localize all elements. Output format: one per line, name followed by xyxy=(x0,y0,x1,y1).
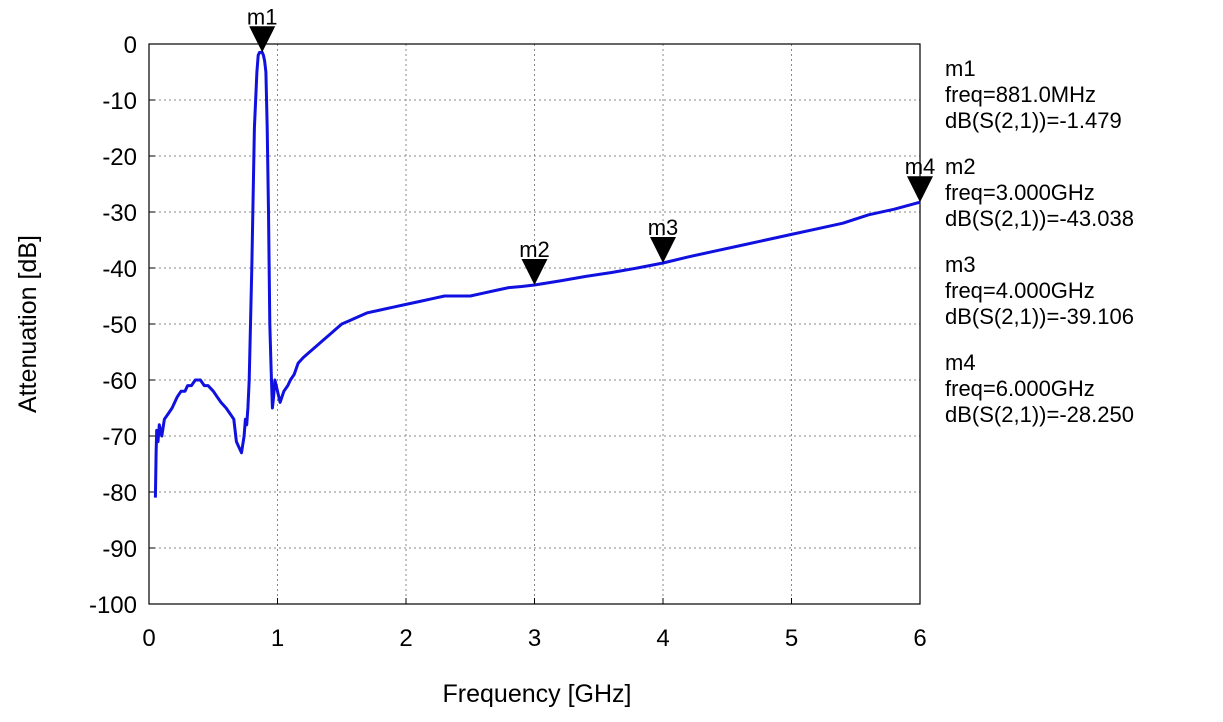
grid-lines xyxy=(149,44,920,604)
readout-value: dB(S(2,1))=-1.479 xyxy=(945,108,1122,133)
x-tick-label: 6 xyxy=(913,625,926,652)
marker-m2[interactable]: m2 xyxy=(519,237,550,286)
readout-freq: freq=6.000GHz xyxy=(945,376,1095,401)
x-tick-label: 4 xyxy=(656,625,669,652)
readout-freq: freq=3.000GHz xyxy=(945,180,1095,205)
x-axis-label: Frequency [GHz] xyxy=(443,680,632,708)
y-tick-label: -100 xyxy=(89,592,137,619)
x-tick-label: 5 xyxy=(785,625,798,652)
x-tick-label: 0 xyxy=(142,625,155,652)
y-tick-label: -70 xyxy=(102,424,137,451)
marker-triangle xyxy=(907,176,933,203)
x-tick-label: 2 xyxy=(399,625,412,652)
readout-value: dB(S(2,1))=-28.250 xyxy=(945,402,1134,427)
x-axis-ticks: 0 1 2 3 4 5 6 xyxy=(142,598,927,652)
y-tick-label: -30 xyxy=(102,200,137,227)
y-axis-label: Attenuation [dB] xyxy=(14,235,42,413)
marker-triangle xyxy=(650,236,676,263)
marker-m1[interactable]: m1 xyxy=(247,4,278,53)
marker-triangle xyxy=(249,26,276,53)
marker-label: m3 xyxy=(648,215,679,240)
readout-freq: freq=4.000GHz xyxy=(945,278,1095,303)
y-tick-label: -80 xyxy=(102,480,137,507)
x-tick-label: 3 xyxy=(528,625,541,652)
y-tick-label: -40 xyxy=(102,256,137,283)
marker-m4[interactable]: m4 xyxy=(905,154,936,203)
y-tick-label: -10 xyxy=(102,88,137,115)
marker-label: m1 xyxy=(247,4,278,29)
y-tick-label: -20 xyxy=(102,144,137,171)
marker-label: m2 xyxy=(519,237,550,262)
readout-name: m1 xyxy=(945,56,976,81)
y-tick-label: -90 xyxy=(102,536,137,563)
y-tick-label: -50 xyxy=(102,312,137,339)
readout-name: m4 xyxy=(945,350,976,375)
y-tick-label: -60 xyxy=(102,368,137,395)
readout-name: m3 xyxy=(945,252,976,277)
marker-triangle xyxy=(521,259,548,286)
readout-freq: freq=881.0MHz xyxy=(945,82,1096,107)
s21-series-line xyxy=(153,50,921,498)
readout-name: m2 xyxy=(945,154,976,179)
readout-value: dB(S(2,1))=-43.038 xyxy=(945,206,1134,231)
marker-label: m4 xyxy=(905,154,936,179)
readout-value: dB(S(2,1))=-39.106 xyxy=(945,304,1134,329)
y-axis-ticks: 0 -10 -20 -30 -40 -50 -60 -70 -80 -90 -100 xyxy=(89,32,155,619)
y-tick-label: 0 xyxy=(124,32,137,59)
x-tick-label: 1 xyxy=(271,625,284,652)
markers: m1 m2 m3 m4 xyxy=(247,4,936,286)
marker-m3[interactable]: m3 xyxy=(648,215,679,263)
